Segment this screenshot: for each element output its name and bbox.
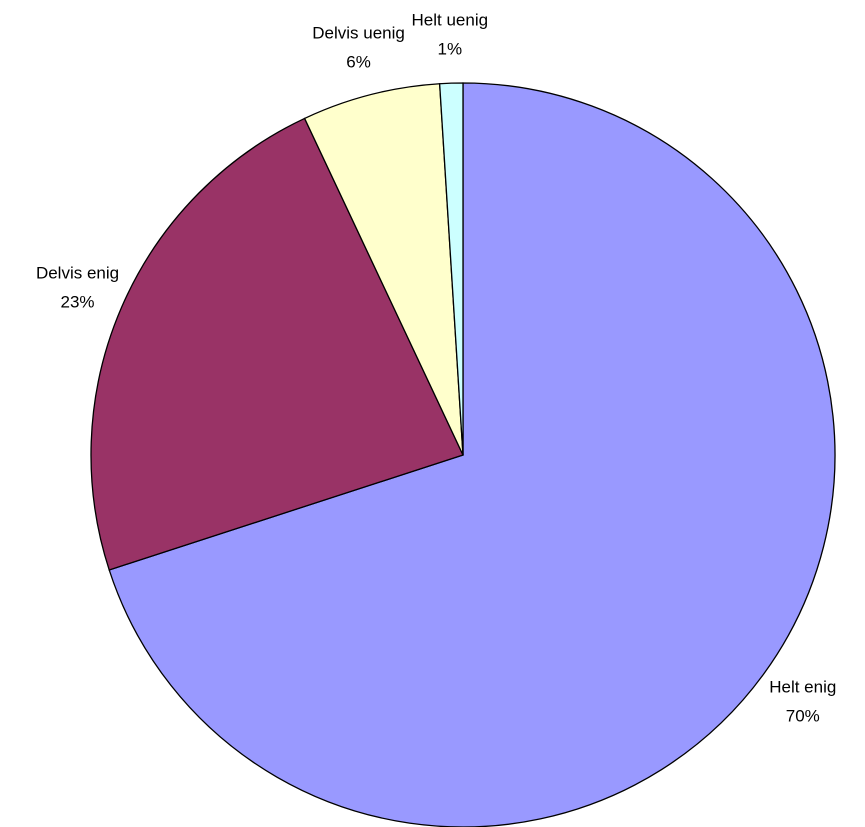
slice-label: Helt uenig [412,11,489,30]
pie-slice [438,82,464,456]
pie-slice [108,82,836,827]
slice-value-label: 1% [438,40,463,59]
pie-slice [303,83,464,456]
slice-label: Delvis enig [36,264,119,283]
slice-label: Helt enig [769,677,836,696]
slice-value-label: 70% [786,706,820,725]
slice-label: Delvis uenig [312,24,405,43]
slice-value-label: 23% [61,293,95,312]
pie-slice [90,117,464,571]
slice-value-label: 6% [346,53,371,72]
